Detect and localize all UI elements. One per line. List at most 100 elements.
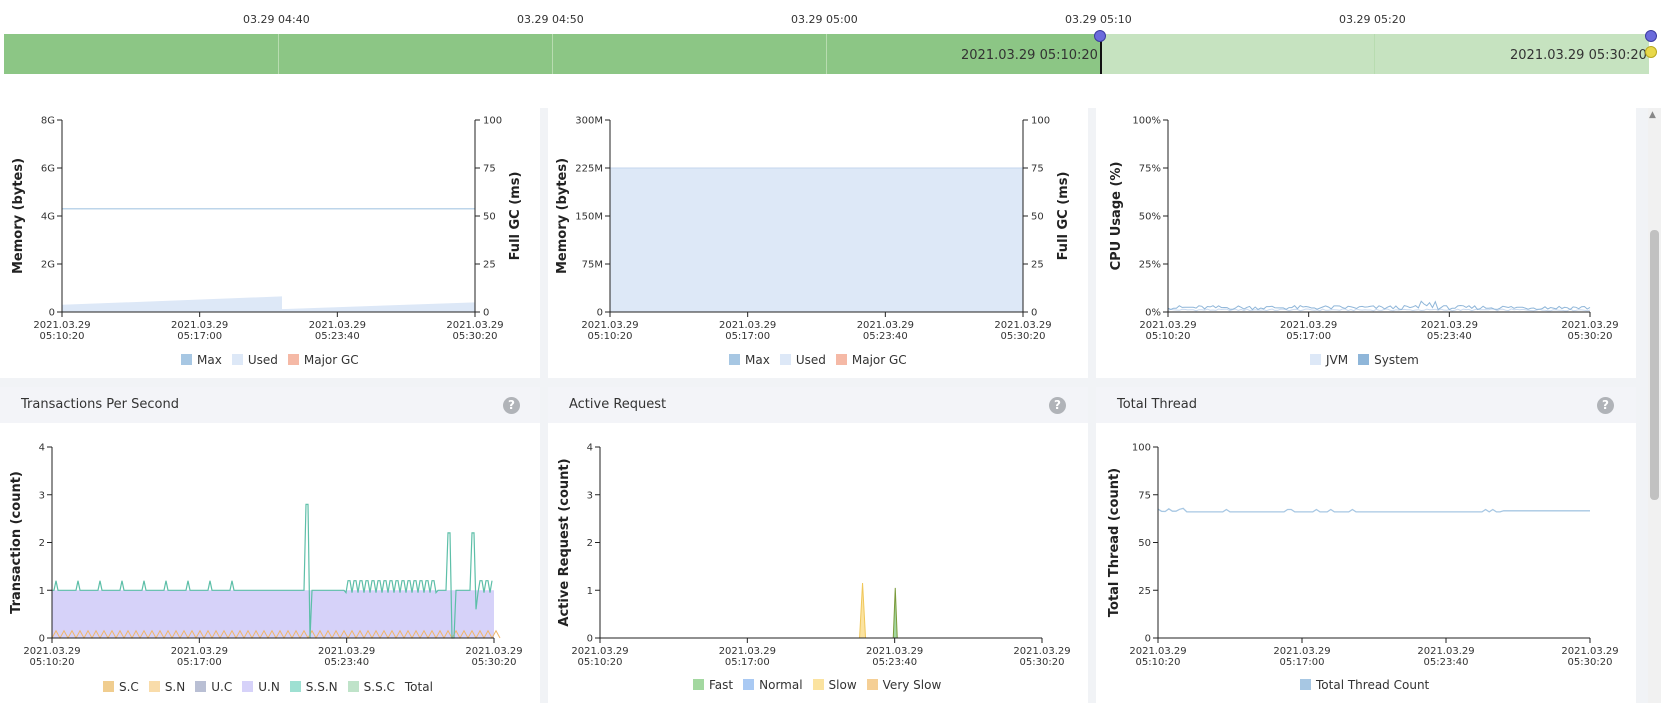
- timeline-tick-label: 03.29 05:20: [1339, 13, 1406, 26]
- timeline-gridline: [552, 34, 553, 74]
- legend-item[interactable]: S.C: [103, 680, 139, 694]
- legend-item[interactable]: JVM: [1310, 353, 1348, 367]
- y2-tick-label: 0: [483, 308, 489, 319]
- legend-swatch: [1310, 354, 1321, 365]
- legend-swatch: [835, 354, 847, 365]
- timeline-gridline: [278, 34, 279, 74]
- legend-label: S.N: [164, 680, 186, 694]
- legend-item[interactable]: Fast: [693, 678, 733, 692]
- legend-label: System: [1374, 353, 1419, 367]
- legend-item[interactable]: S.N: [148, 680, 186, 694]
- total-line: [51, 503, 493, 639]
- legend-swatch: [743, 679, 755, 690]
- timeline-range-end-handle[interactable]: [1645, 30, 1657, 42]
- permgen-memory-chart: 0 75M 150M 225M 300M Memory (bytes) 0 25 50 75 100…: [555, 116, 1071, 343]
- legend-item[interactable]: Total: [405, 680, 433, 694]
- y-tick-label: 50%: [1139, 212, 1161, 223]
- y-axis-title: Memory (bytes): [555, 158, 570, 274]
- legend-label: U.N: [258, 680, 280, 694]
- legend-label: JVM: [1326, 353, 1349, 367]
- x-tick-label: 05:17:00: [1280, 657, 1325, 668]
- legend-label: S.C: [119, 680, 139, 694]
- legend-item[interactable]: Very Slow: [866, 678, 942, 692]
- legend-swatch: [231, 354, 243, 365]
- total-thread-panel-header: Total Thread ?: [1096, 387, 1636, 423]
- x-tick-label: 2021.03.29: [171, 646, 228, 657]
- help-icon[interactable]: ?: [1597, 397, 1614, 414]
- help-icon[interactable]: ?: [1049, 397, 1066, 414]
- used-area: [610, 168, 1023, 312]
- legend-label: Fast: [709, 678, 734, 692]
- y-tick-label: 25%: [1139, 260, 1161, 271]
- un-area: [52, 590, 494, 638]
- timeline-tick-label: 03.29 05:00: [791, 13, 858, 26]
- y2-tick-label: 25: [1031, 260, 1044, 271]
- y-tick-label: 2: [39, 538, 45, 549]
- legend-item[interactable]: U.N: [242, 680, 280, 694]
- legend-item[interactable]: Used: [779, 353, 826, 367]
- x-tick-label: 05:10:20: [1146, 331, 1191, 342]
- legend-item[interactable]: Used: [231, 353, 278, 367]
- legend-item[interactable]: S.S.C: [347, 680, 395, 694]
- y-tick-label: 2: [587, 538, 593, 549]
- y2-axis-title: Full GC (ms): [1056, 172, 1071, 261]
- legend-item[interactable]: S.S.N: [289, 680, 338, 694]
- legend-label: Major GC: [303, 353, 359, 367]
- legend-item[interactable]: Major GC: [835, 353, 907, 367]
- legend-item[interactable]: Normal: [743, 678, 803, 692]
- legend-item[interactable]: Major GC: [287, 353, 359, 367]
- timeline-selected-range[interactable]: [1101, 34, 1649, 74]
- x-tick-label: 2021.03.29: [571, 646, 628, 657]
- timeline-latest-marker[interactable]: [1645, 46, 1657, 58]
- x-tick-label: 05:10:20: [30, 657, 75, 668]
- x-tick-label: 2021.03.29: [994, 320, 1051, 331]
- legend-swatch: [729, 354, 740, 365]
- y-axis-title: CPU Usage (%): [1109, 162, 1124, 271]
- y-tick-label: 225M: [575, 164, 603, 175]
- timeline-tick-label: 03.29 04:50: [517, 13, 584, 26]
- legend-item[interactable]: Slow: [812, 678, 857, 692]
- legend-swatch: [1358, 354, 1370, 365]
- x-tick-label: 2021.03.29: [465, 646, 522, 657]
- y-axis-title: Transaction (count): [9, 471, 24, 614]
- y2-tick-label: 100: [483, 116, 502, 127]
- timeline-gridline: [826, 34, 827, 74]
- y2-tick-label: 75: [483, 164, 496, 175]
- tps-panel-header: Transactions Per Second ?: [0, 387, 540, 423]
- legend-item[interactable]: Max: [729, 353, 770, 367]
- y-tick-label: 0: [1145, 634, 1151, 645]
- permgen-memory-legend: Max Used Major GC: [729, 353, 917, 367]
- x-tick-label: 2021.03.29: [309, 320, 366, 331]
- timeline-range-start-handle[interactable]: [1094, 30, 1106, 42]
- legend-swatch: [866, 679, 878, 690]
- scrollbar-thumb[interactable]: [1650, 230, 1659, 500]
- legend-label: Used: [795, 353, 826, 367]
- active-request-legend: Fast Normal Slow Very Slow: [693, 678, 951, 692]
- tps-panel: Transactions Per Second ? 0 1 2 3 4 Transacti…: [0, 387, 540, 703]
- legend-item[interactable]: Max: [181, 353, 222, 367]
- legend-swatch: [693, 679, 704, 690]
- heap-memory-legend: Max Used Major GC: [181, 353, 369, 367]
- y2-axis-title: Full GC (ms): [508, 172, 523, 261]
- legend-item[interactable]: System: [1358, 353, 1419, 367]
- legend-swatch: [1300, 679, 1311, 690]
- x-tick-label: 2021.03.29: [1129, 646, 1186, 657]
- legend-swatch: [347, 681, 359, 692]
- y-tick-label: 0: [597, 308, 603, 319]
- legend-item[interactable]: Total Thread Count: [1300, 678, 1429, 692]
- cpu-usage-chart: 0%25%50%75%100%CPU Usage (%)2021.03.2905…: [1109, 116, 1619, 343]
- thread-count-line: [1157, 507, 1590, 513]
- x-tick-label: 05:17:00: [725, 331, 770, 342]
- x-tick-label: 2021.03.29: [1561, 320, 1618, 331]
- y-tick-label: 25: [1138, 586, 1151, 597]
- legend-swatch: [103, 681, 114, 692]
- legend-label: Very Slow: [882, 678, 942, 692]
- scroll-up-arrow-icon[interactable]: ▲: [1649, 110, 1656, 120]
- x-tick-label: 2021.03.29: [1280, 320, 1337, 331]
- y-tick-label: 3: [587, 490, 593, 501]
- x-tick-label: 2021.03.29: [719, 320, 776, 331]
- help-icon[interactable]: ?: [503, 397, 520, 414]
- permgen-memory-panel: 0 75M 150M 225M 300M Memory (bytes) 0 25 50 75 100…: [548, 108, 1088, 378]
- legend-item[interactable]: U.C: [195, 680, 232, 694]
